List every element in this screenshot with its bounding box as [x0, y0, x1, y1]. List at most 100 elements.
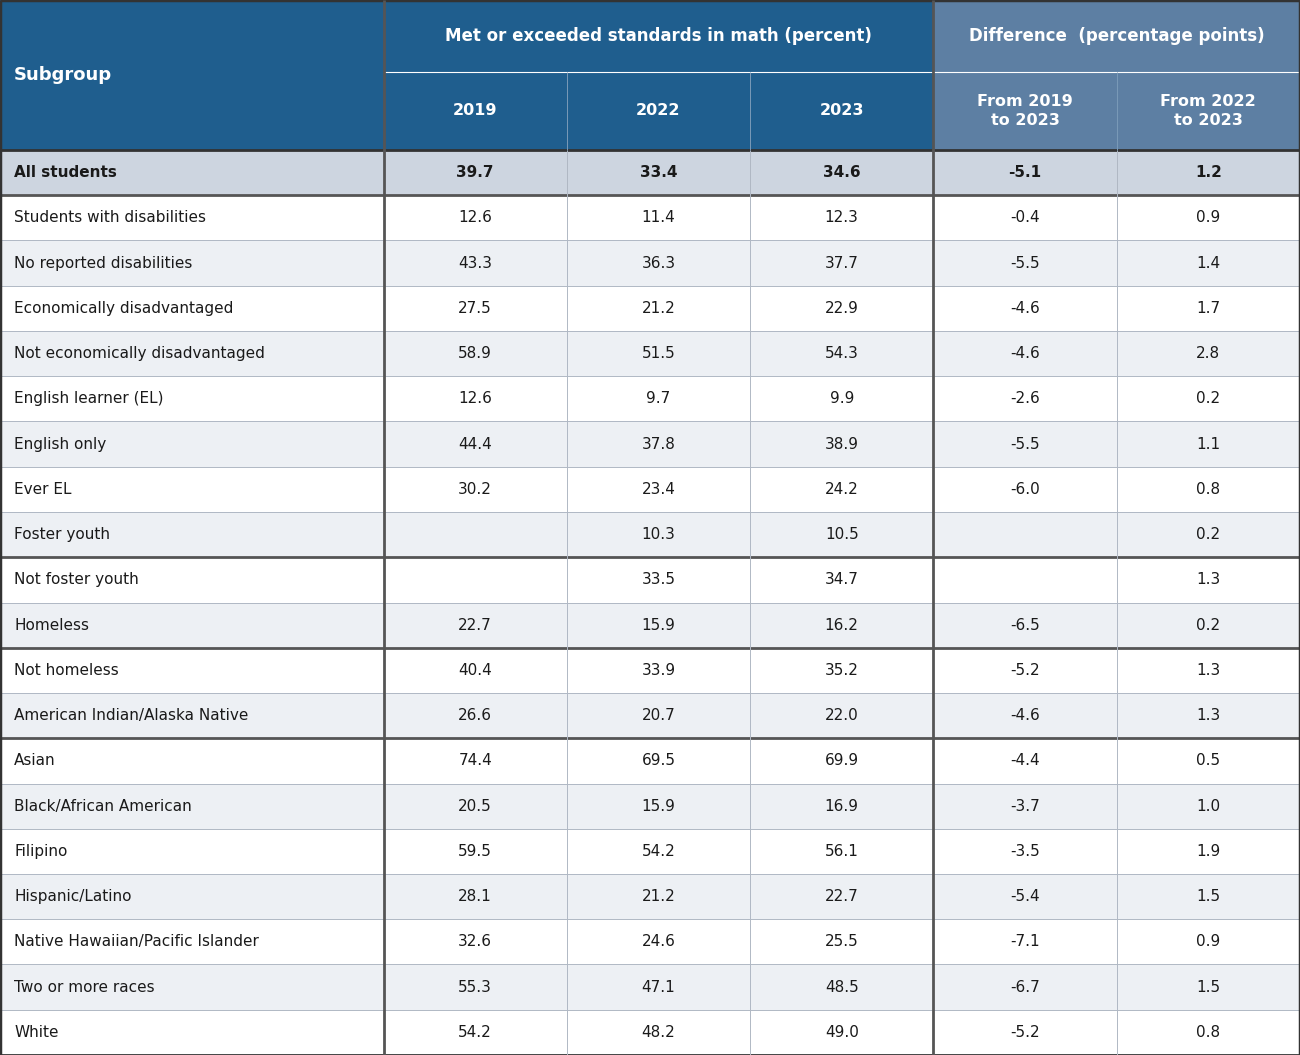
Text: Hispanic/Latino: Hispanic/Latino — [14, 889, 131, 904]
Bar — [1117, 602, 1300, 648]
Text: 69.5: 69.5 — [641, 753, 676, 768]
Bar — [384, 1010, 567, 1055]
Bar — [933, 784, 1117, 829]
Bar — [750, 693, 933, 738]
Bar — [0, 241, 384, 286]
Text: 12.6: 12.6 — [458, 210, 493, 226]
Text: 58.9: 58.9 — [458, 346, 493, 361]
Bar — [567, 919, 750, 964]
Text: Homeless: Homeless — [14, 617, 88, 633]
Text: 0.8: 0.8 — [1196, 1024, 1221, 1040]
Bar — [384, 693, 567, 738]
Bar — [933, 150, 1117, 195]
Bar — [1117, 466, 1300, 512]
Bar — [0, 919, 384, 964]
Bar — [0, 286, 384, 331]
Text: -5.2: -5.2 — [1010, 1024, 1040, 1040]
Text: Asian: Asian — [14, 753, 56, 768]
Bar — [750, 964, 933, 1010]
Bar — [0, 0, 384, 150]
Bar — [1117, 964, 1300, 1010]
Bar — [933, 422, 1117, 466]
Bar — [750, 466, 933, 512]
Text: 1.2: 1.2 — [1195, 166, 1222, 180]
Text: 24.6: 24.6 — [641, 935, 676, 950]
Text: 69.9: 69.9 — [824, 753, 859, 768]
Text: Met or exceeded standards in math (percent): Met or exceeded standards in math (perce… — [445, 27, 872, 45]
Text: 9.9: 9.9 — [829, 391, 854, 406]
Text: 55.3: 55.3 — [458, 980, 493, 995]
Bar — [0, 693, 384, 738]
Bar — [750, 331, 933, 377]
Text: 0.2: 0.2 — [1196, 391, 1221, 406]
Text: Difference  (percentage points): Difference (percentage points) — [968, 27, 1265, 45]
Bar — [567, 150, 750, 195]
Text: 22.7: 22.7 — [459, 617, 491, 633]
Bar — [0, 738, 384, 784]
Bar — [384, 377, 567, 422]
Bar — [750, 874, 933, 919]
Bar — [384, 72, 567, 150]
Text: -4.4: -4.4 — [1010, 753, 1040, 768]
Bar — [933, 0, 1300, 72]
Text: 1.4: 1.4 — [1196, 255, 1221, 271]
Text: Not homeless: Not homeless — [14, 663, 118, 678]
Text: 51.5: 51.5 — [642, 346, 675, 361]
Text: 22.9: 22.9 — [824, 301, 859, 315]
Bar — [0, 1010, 384, 1055]
Bar — [384, 919, 567, 964]
Text: 38.9: 38.9 — [824, 437, 859, 452]
Bar — [567, 602, 750, 648]
Text: 2023: 2023 — [819, 103, 864, 118]
Bar — [933, 874, 1117, 919]
Bar — [0, 377, 384, 422]
Bar — [933, 195, 1117, 241]
Text: 12.3: 12.3 — [824, 210, 859, 226]
Bar — [750, 1010, 933, 1055]
Bar — [933, 829, 1117, 874]
Text: 43.3: 43.3 — [458, 255, 493, 271]
Text: 0.5: 0.5 — [1196, 753, 1221, 768]
Bar — [1117, 693, 1300, 738]
Text: 21.2: 21.2 — [642, 889, 675, 904]
Text: Not foster youth: Not foster youth — [14, 573, 139, 588]
Text: 1.3: 1.3 — [1196, 573, 1221, 588]
Bar — [750, 829, 933, 874]
Text: 24.2: 24.2 — [826, 482, 858, 497]
Text: 54.3: 54.3 — [824, 346, 859, 361]
Text: 22.7: 22.7 — [826, 889, 858, 904]
Bar — [750, 286, 933, 331]
Text: Economically disadvantaged: Economically disadvantaged — [14, 301, 234, 315]
Text: 56.1: 56.1 — [824, 844, 859, 859]
Bar — [0, 512, 384, 557]
Bar — [567, 512, 750, 557]
Bar — [933, 602, 1117, 648]
Bar — [750, 377, 933, 422]
Bar — [1117, 422, 1300, 466]
Text: 22.0: 22.0 — [826, 708, 858, 723]
Bar — [0, 784, 384, 829]
Text: From 2022
to 2023: From 2022 to 2023 — [1161, 94, 1256, 128]
Bar — [933, 557, 1117, 602]
Text: Two or more races: Two or more races — [14, 980, 155, 995]
Bar — [933, 331, 1117, 377]
Bar — [933, 738, 1117, 784]
Bar — [1117, 919, 1300, 964]
Bar — [384, 286, 567, 331]
Text: 10.3: 10.3 — [641, 528, 676, 542]
Text: -3.5: -3.5 — [1010, 844, 1040, 859]
Bar — [750, 738, 933, 784]
Text: 37.7: 37.7 — [824, 255, 859, 271]
Text: 1.5: 1.5 — [1196, 980, 1221, 995]
Bar — [750, 422, 933, 466]
Text: Not economically disadvantaged: Not economically disadvantaged — [14, 346, 265, 361]
Bar — [0, 964, 384, 1010]
Bar — [750, 648, 933, 693]
Text: 2019: 2019 — [452, 103, 498, 118]
Bar — [567, 829, 750, 874]
Text: 1.1: 1.1 — [1196, 437, 1221, 452]
Bar — [0, 829, 384, 874]
Text: 21.2: 21.2 — [642, 301, 675, 315]
Bar — [567, 784, 750, 829]
Bar — [384, 557, 567, 602]
